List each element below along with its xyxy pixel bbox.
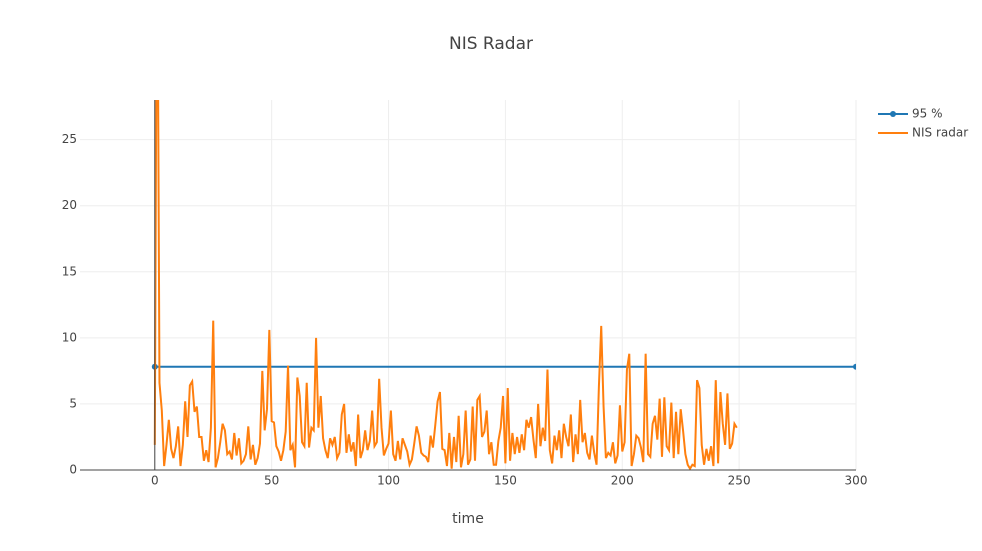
x-tick-label: 150 bbox=[494, 474, 517, 488]
x-tick-label: 250 bbox=[728, 474, 751, 488]
y-tick-label: 25 bbox=[62, 132, 77, 146]
legend-marker bbox=[890, 111, 896, 117]
x-tick-label: 100 bbox=[377, 474, 400, 488]
y-tick-label: 0 bbox=[69, 463, 77, 477]
legend-label[interactable]: 95 % bbox=[912, 107, 943, 121]
y-tick-label: 10 bbox=[62, 330, 77, 344]
series-line bbox=[153, 100, 738, 470]
y-tick-label: 15 bbox=[62, 264, 77, 278]
x-tick-label: 200 bbox=[611, 474, 634, 488]
plot-area bbox=[151, 100, 856, 470]
x-tick-label: 50 bbox=[264, 474, 279, 488]
x-tick-label: 300 bbox=[845, 474, 868, 488]
x-axis-title: time bbox=[452, 511, 484, 527]
legend-label[interactable]: NIS radar bbox=[912, 126, 968, 140]
chart-title: NIS Radar bbox=[449, 34, 533, 54]
grid bbox=[80, 100, 857, 471]
point-marker bbox=[853, 363, 856, 370]
y-tick-label: 20 bbox=[62, 198, 77, 212]
y-tick-label: 5 bbox=[69, 396, 77, 410]
x-tick-label: 0 bbox=[151, 474, 159, 488]
legend: 95 % NIS radar bbox=[878, 107, 968, 140]
